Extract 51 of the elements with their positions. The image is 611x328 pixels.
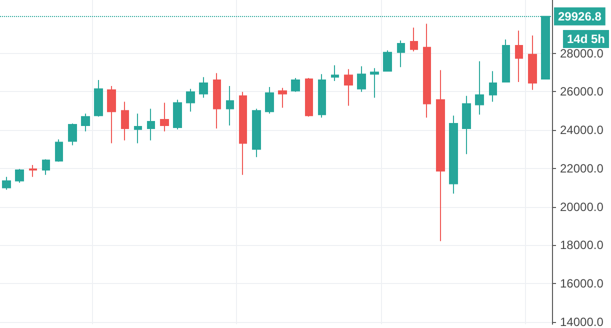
candlestick <box>68 123 77 146</box>
candlestick <box>489 70 497 102</box>
candlestick <box>462 95 471 155</box>
candlestick <box>383 50 392 72</box>
candlestick <box>81 113 90 132</box>
y-tick-label: 14000.0 <box>560 315 604 328</box>
candlestick <box>331 64 339 82</box>
text: 14d 5h <box>566 32 605 46</box>
candlestick <box>305 78 313 118</box>
candlestick <box>265 86 274 114</box>
candlestick <box>475 60 484 116</box>
y-tick-label: 28000.0 <box>560 46 604 60</box>
candlestick <box>55 138 63 162</box>
candlestick <box>15 168 24 184</box>
y-tick-label: 20000.0 <box>560 200 604 214</box>
candlestick <box>213 72 221 129</box>
candlestick <box>94 80 103 118</box>
candlestick <box>318 74 326 118</box>
candlestick <box>357 66 366 92</box>
candlestick <box>397 40 405 68</box>
candlestick <box>515 30 523 82</box>
y-tick-label: 16000.0 <box>560 276 604 291</box>
candlestick <box>344 68 353 106</box>
y-tick-label: 18000.0 <box>560 238 604 252</box>
candlestick <box>226 85 234 126</box>
candlestick <box>370 68 379 98</box>
candlestick <box>2 176 11 190</box>
candlestick <box>291 78 300 92</box>
candlestick <box>173 99 182 130</box>
candlestick <box>410 27 418 52</box>
candlestick <box>423 23 431 118</box>
candlestick <box>449 115 458 194</box>
y-tick-label: 22000.0 <box>560 161 604 176</box>
candlestick <box>278 87 287 108</box>
candlestick <box>107 85 116 144</box>
candlestick <box>252 108 261 158</box>
candlestick <box>29 164 37 178</box>
candlestick <box>134 113 142 144</box>
candlestick <box>528 35 537 90</box>
candlestick <box>160 102 169 132</box>
candlestick <box>121 101 129 141</box>
candlestick <box>186 88 195 112</box>
y-tick-label: 26000.0 <box>560 84 604 99</box>
candlestick <box>42 158 50 176</box>
y-tick-label: 24000.0 <box>560 123 604 138</box>
candlestick <box>199 76 208 98</box>
candlestick <box>502 39 510 84</box>
candlestick <box>436 70 445 242</box>
ref-line-label: 29926.8 <box>558 9 602 24</box>
candlestick <box>147 108 155 141</box>
candlestick <box>239 91 247 176</box>
